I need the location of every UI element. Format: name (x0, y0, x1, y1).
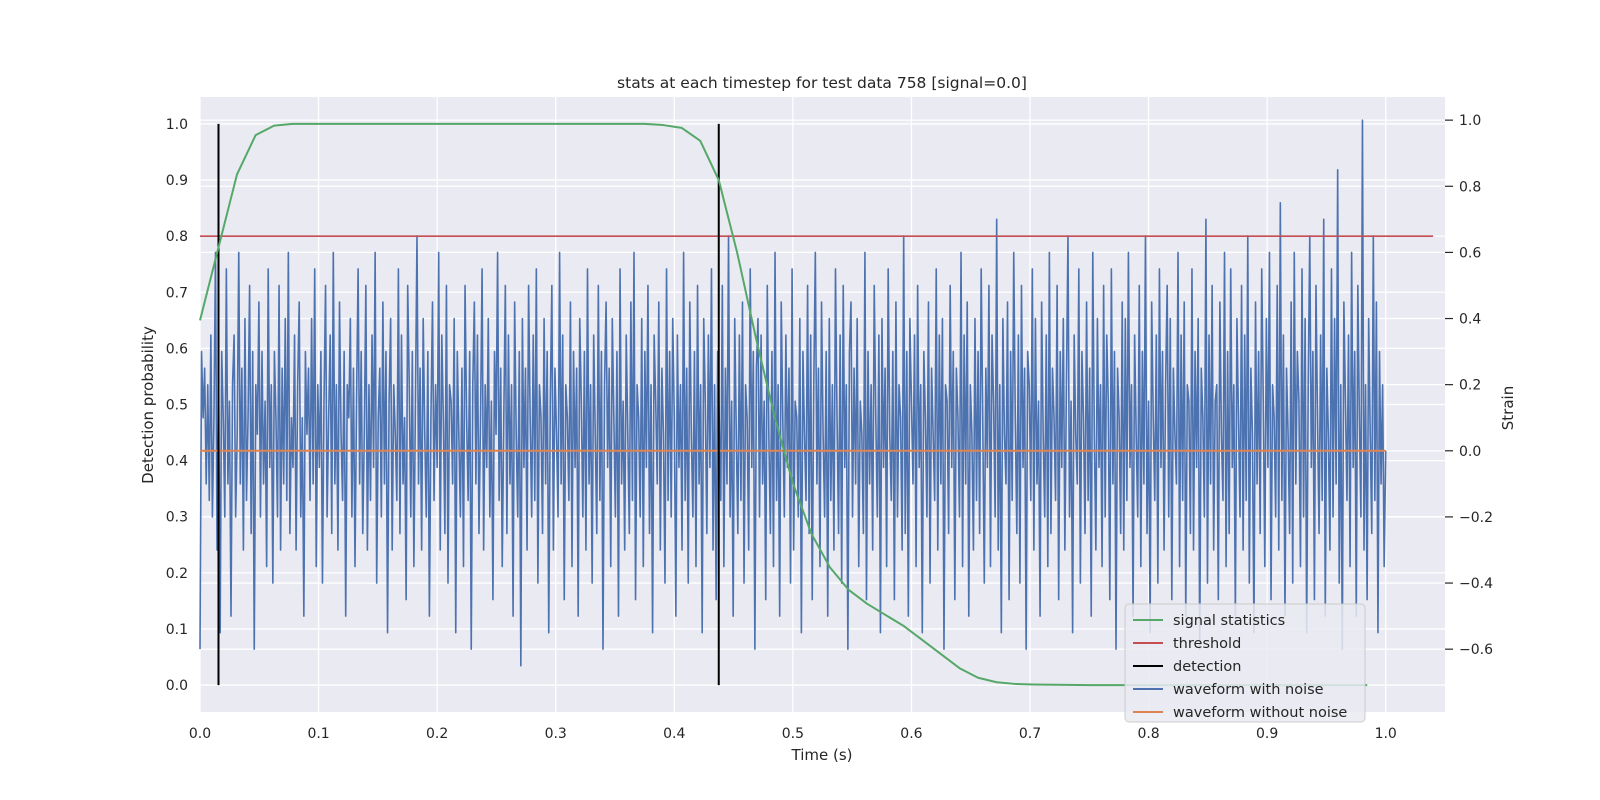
x-tick-label: 0.0 (189, 726, 211, 742)
y-tick-label-left: 0.1 (166, 622, 188, 638)
y-tick-label-left: 0.9 (166, 173, 188, 189)
y-tick-label-left: 0.6 (166, 341, 188, 357)
legend-label: signal statistics (1173, 613, 1285, 629)
series-line-signal-statistics (199, 122, 1368, 687)
x-tick-label: 0.4 (663, 726, 685, 742)
y-tick-label-right: 0.0 (1459, 444, 1481, 460)
series-line-waveform-with-noise (199, 119, 1387, 667)
legend-label: threshold (1173, 636, 1241, 652)
chart-title: stats at each timestep for test data 758… (617, 74, 1027, 92)
y-tick-label-left: 0.5 (166, 398, 188, 414)
series-layer (199, 119, 1434, 687)
y-ticks-right: −0.6 −0.4 −0.2 0.0 0.2 0.4 0.6 0.8 1.0 (1445, 113, 1493, 658)
y-ticks-left: 0.0 0.1 0.2 0.3 0.4 0.5 0.6 0.7 0.8 0.9 1.0 (166, 117, 188, 694)
x-tick-label: 0.6 (900, 726, 922, 742)
x-axis-label: Time (s) (791, 746, 853, 764)
x-tick-label: 0.2 (426, 726, 448, 742)
y-tick-label-right: 1.0 (1459, 113, 1481, 129)
x-tick-label: 1.0 (1375, 726, 1397, 742)
y-tick-label-left: 0.3 (166, 510, 188, 526)
x-tick-label: 0.3 (545, 726, 567, 742)
y-tick-label-right: −0.4 (1459, 576, 1493, 592)
legend-label: detection (1173, 659, 1241, 675)
x-tick-label: 0.9 (1256, 726, 1278, 742)
legend: signal statistics threshold detection wavef… (1124, 603, 1366, 723)
y-tick-label-right: −0.6 (1459, 642, 1493, 658)
y-tick-label-right: 0.4 (1459, 312, 1481, 328)
x-tick-label: 0.8 (1137, 726, 1159, 742)
x-ticks: 0.0 0.1 0.2 0.3 0.4 0.5 0.6 0.7 0.8 0.9 1.0 (189, 726, 1397, 742)
y-tick-label-right: 0.6 (1459, 245, 1481, 261)
y-tick-label-left: 0.4 (166, 454, 188, 470)
legend-label: waveform without noise (1173, 705, 1347, 721)
legend-box (1124, 603, 1366, 723)
legend-label: waveform with noise (1173, 682, 1324, 698)
x-tick-label: 0.1 (307, 726, 329, 742)
y-tick-label-left: 0.7 (166, 285, 188, 301)
y-tick-label-right: −0.2 (1459, 510, 1493, 526)
y-tick-label-right: 0.8 (1459, 179, 1481, 195)
y-tick-label-left: 0.8 (166, 229, 188, 245)
y-axis-label-left: Detection probability (139, 326, 157, 484)
y-tick-label-left: 0.0 (166, 678, 188, 694)
x-tick-label: 0.7 (1019, 726, 1041, 742)
y-tick-label-right: 0.2 (1459, 378, 1481, 394)
y-tick-label-left: 1.0 (166, 117, 188, 133)
x-tick-label: 0.5 (782, 726, 804, 742)
y-axis-label-right: Strain (1499, 386, 1517, 430)
y-tick-label-left: 0.2 (166, 566, 188, 582)
